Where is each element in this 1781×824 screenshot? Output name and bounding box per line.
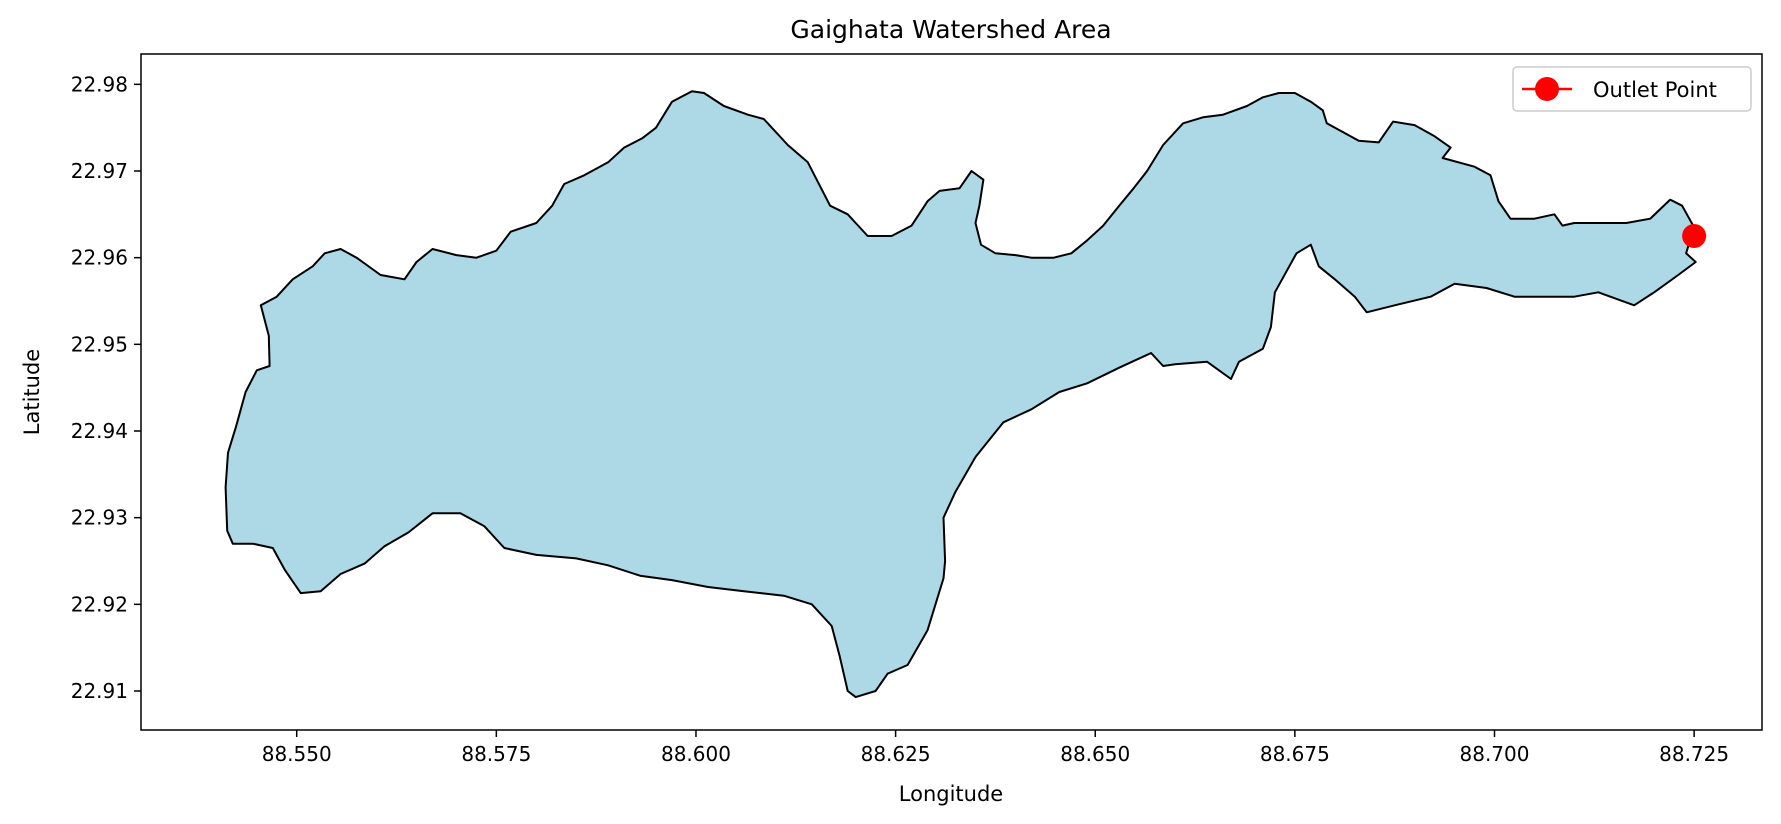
y-tick-label: 22.92 <box>71 592 128 616</box>
y-tick-label: 22.96 <box>71 246 128 270</box>
legend-outlet-marker <box>1535 77 1559 101</box>
map-title: Gaighata Watershed Area <box>790 15 1111 44</box>
y-axis-label: Latitude <box>20 349 44 435</box>
legend: Outlet Point <box>1512 66 1752 112</box>
axes-frame <box>140 53 1763 731</box>
x-tick-label: 88.700 <box>1460 742 1530 766</box>
x-axis-label: Longitude <box>899 782 1003 806</box>
x-tick-label: 88.600 <box>661 742 731 766</box>
y-tick-label: 22.95 <box>71 332 128 356</box>
x-tick-label: 88.725 <box>1659 742 1729 766</box>
y-tick-label: 22.98 <box>71 72 128 96</box>
x-tick-label: 88.550 <box>262 742 332 766</box>
y-axis-ticks: 22.91 22.92 22.93 22.94 22.95 22.96 22.97 22.98 <box>71 72 141 703</box>
x-tick-label: 88.575 <box>461 742 531 766</box>
legend-outlet-label: Outlet Point <box>1593 78 1717 102</box>
outlet-point-marker <box>1682 224 1707 248</box>
y-tick-label: 22.91 <box>71 679 128 703</box>
legend-frame <box>1512 66 1752 112</box>
x-tick-label: 88.625 <box>861 742 931 766</box>
y-tick-label: 22.97 <box>71 159 128 183</box>
x-tick-label: 88.675 <box>1260 742 1330 766</box>
x-axis-ticks: 88.550 88.575 88.600 88.625 88.650 88.675 88.7… <box>262 730 1729 766</box>
plot-area <box>224 90 1707 699</box>
y-tick-label: 22.94 <box>71 419 128 443</box>
x-tick-label: 88.650 <box>1060 742 1130 766</box>
y-tick-label: 22.93 <box>71 506 128 530</box>
watershed-polygon <box>224 90 1697 699</box>
